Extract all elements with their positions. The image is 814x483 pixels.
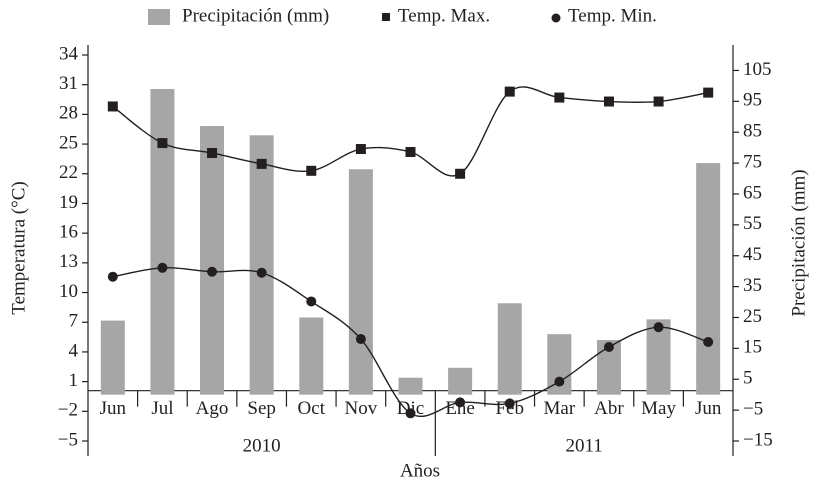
y2-axis-title: Precipitación (mm) xyxy=(788,169,809,316)
legend-swatch xyxy=(551,13,561,23)
bar xyxy=(398,377,423,395)
marker xyxy=(603,341,614,352)
y-tick-label: 4 xyxy=(69,340,79,361)
bar xyxy=(448,367,473,395)
marker xyxy=(355,334,366,345)
x-tick-label: Sep xyxy=(247,398,276,419)
y2-tick-label: 105 xyxy=(743,59,772,80)
marker xyxy=(554,92,565,103)
marker xyxy=(455,397,466,408)
y-tick-label: 22 xyxy=(59,162,78,183)
bar xyxy=(249,135,274,395)
marker xyxy=(355,144,366,155)
x-tick-label: Jul xyxy=(151,398,173,419)
y2-tick-label: 75 xyxy=(743,151,762,172)
marker xyxy=(207,266,218,277)
x-tick-label: May xyxy=(641,398,676,419)
y-tick-label: 28 xyxy=(59,103,78,124)
y-axis-title: Temperatura (°C) xyxy=(8,181,29,314)
y-tick-label: 34 xyxy=(59,43,79,64)
y-tick-label: 31 xyxy=(59,73,78,94)
marker xyxy=(703,337,714,348)
marker xyxy=(405,408,416,419)
marker xyxy=(306,296,317,307)
marker xyxy=(306,165,317,176)
group-label: 2010 xyxy=(243,435,281,456)
marker xyxy=(107,271,118,282)
y-tick-label: 25 xyxy=(59,132,78,153)
y2-tick-label: 35 xyxy=(743,275,762,296)
bar xyxy=(696,163,721,395)
y-tick-label: −2 xyxy=(58,400,78,421)
bar xyxy=(100,320,125,395)
bar xyxy=(150,88,175,395)
legend-swatch xyxy=(148,9,170,25)
bar xyxy=(299,317,324,395)
marker xyxy=(653,322,664,333)
y2-tick-label: 65 xyxy=(743,182,762,203)
marker xyxy=(405,146,416,157)
marker xyxy=(157,138,168,149)
y2-tick-label: 85 xyxy=(743,121,762,142)
legend-label: Temp. Max. xyxy=(398,5,490,26)
marker xyxy=(703,87,714,98)
y-tick-label: 7 xyxy=(69,311,79,332)
legend-swatch xyxy=(382,13,390,21)
x-tick-label: Mar xyxy=(544,398,576,419)
y2-tick-label: 15 xyxy=(743,337,762,358)
marker xyxy=(653,96,664,107)
y2-tick-label: 25 xyxy=(743,306,762,327)
marker xyxy=(207,147,218,158)
marker xyxy=(554,376,565,387)
y-tick-label: 10 xyxy=(59,281,78,302)
marker xyxy=(256,158,267,169)
y2-tick-label: 55 xyxy=(743,213,762,234)
x-tick-label: Feb xyxy=(495,398,524,419)
y2-tick-label: −15 xyxy=(743,429,773,450)
x-tick-label: Ago xyxy=(196,398,229,419)
marker xyxy=(504,86,515,97)
group-label: 2011 xyxy=(566,435,603,456)
marker xyxy=(455,168,466,179)
bar xyxy=(348,169,373,395)
x-tick-label: Jun xyxy=(695,398,722,419)
marker xyxy=(256,267,267,278)
marker xyxy=(603,96,614,107)
y-tick-label: 1 xyxy=(69,370,79,391)
y-tick-label: 16 xyxy=(59,222,78,243)
legend-label: Temp. Min. xyxy=(568,5,657,26)
x-tick-label: Nov xyxy=(345,398,378,419)
y2-tick-label: 45 xyxy=(743,244,762,265)
y-tick-label: 19 xyxy=(59,192,78,213)
x-axis-title: Años xyxy=(400,460,440,481)
y2-tick-label: 95 xyxy=(743,90,762,111)
bar xyxy=(497,303,522,395)
x-tick-label: Oct xyxy=(298,398,326,419)
y-tick-label: 13 xyxy=(59,251,78,272)
x-tick-label: Ene xyxy=(445,398,475,419)
bar xyxy=(200,126,225,395)
y2-tick-label: 5 xyxy=(743,368,753,389)
legend-label: Precipitación (mm) xyxy=(182,5,329,26)
marker xyxy=(157,262,168,273)
x-tick-label: Jun xyxy=(100,398,127,419)
marker xyxy=(504,398,515,409)
y2-tick-label: −5 xyxy=(743,398,763,419)
y-tick-label: −5 xyxy=(58,429,78,450)
marker xyxy=(107,101,118,112)
x-tick-label: Abr xyxy=(594,398,624,419)
